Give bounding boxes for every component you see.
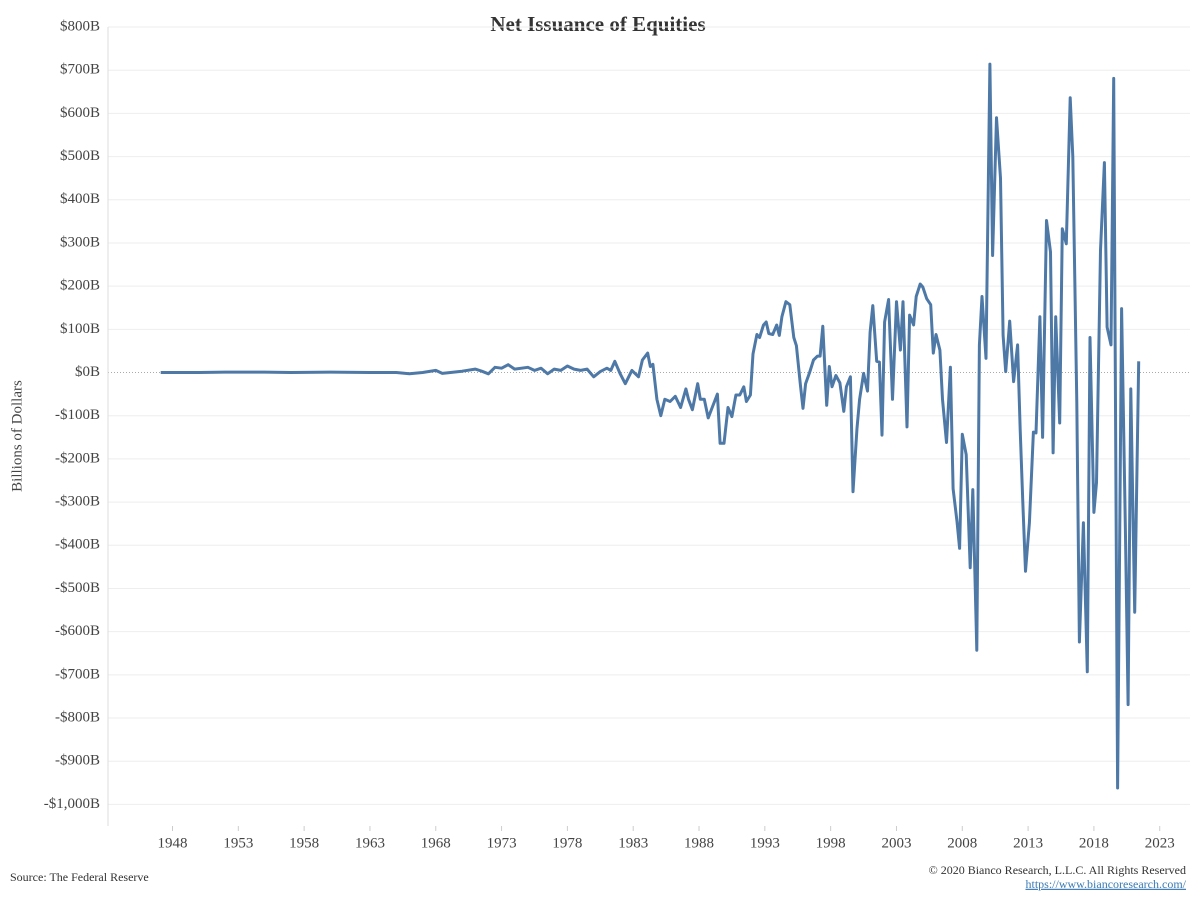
x-tick-label: 2018 — [1079, 835, 1109, 851]
x-tick-label: 2008 — [947, 835, 977, 851]
x-tick-label: 1973 — [487, 835, 517, 851]
y-tick-label: $100B — [60, 321, 100, 337]
y-tick-label: -$600B — [55, 623, 100, 639]
x-tick-label: 2013 — [1013, 835, 1043, 851]
x-tick-label: 1963 — [355, 835, 385, 851]
y-tick-label: -$500B — [55, 580, 100, 596]
y-tick-label: -$900B — [55, 753, 100, 769]
y-tick-label: $400B — [60, 191, 100, 207]
y-tick-label: -$300B — [55, 494, 100, 510]
y-tick-label: $0B — [75, 364, 100, 380]
y-tick-label: -$100B — [55, 407, 100, 423]
copyright-note: © 2020 Bianco Research, L.L.C. All Right… — [929, 863, 1186, 877]
y-tick-label: $600B — [60, 105, 100, 121]
y-tick-label: $800B — [60, 18, 100, 34]
x-tick-label: 1948 — [157, 835, 187, 851]
x-tick-label: 2023 — [1145, 835, 1175, 851]
y-axis-label: Billions of Dollars — [9, 380, 25, 492]
x-tick-label: 1968 — [421, 835, 451, 851]
website-link[interactable]: https://www.biancoresearch.com/ — [1025, 877, 1186, 891]
x-tick-label: 1998 — [816, 835, 846, 851]
source-note: Source: The Federal Reserve — [10, 870, 149, 884]
y-tick-label: $300B — [60, 234, 100, 250]
y-tick-label: -$700B — [55, 666, 100, 682]
x-tick-label: 1983 — [618, 835, 648, 851]
y-tick-label: -$1,000B — [44, 796, 100, 812]
x-tick-label: 2003 — [881, 835, 911, 851]
x-tick-label: 1958 — [289, 835, 319, 851]
y-tick-label: -$800B — [55, 709, 100, 725]
y-tick-label: -$200B — [55, 450, 100, 466]
y-tick-label: $200B — [60, 278, 100, 294]
x-tick-label: 1978 — [552, 835, 582, 851]
y-tick-label: -$400B — [55, 537, 100, 553]
y-tick-label: $500B — [60, 148, 100, 164]
x-tick-label: 1993 — [750, 835, 780, 851]
data-line — [160, 62, 1141, 790]
x-tick-label: 1953 — [223, 835, 253, 851]
x-tick-label: 1988 — [684, 835, 714, 851]
y-tick-label: $700B — [60, 62, 100, 78]
chart-title: Net Issuance of Equities — [490, 12, 705, 36]
